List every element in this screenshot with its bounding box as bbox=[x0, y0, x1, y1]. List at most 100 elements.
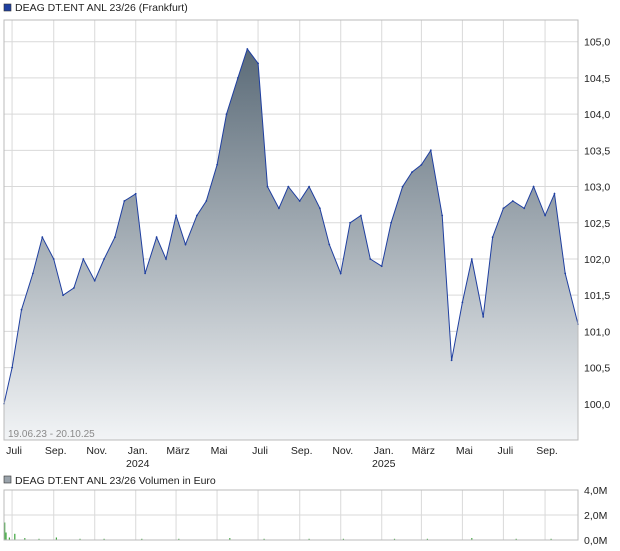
price-point bbox=[441, 214, 444, 217]
price-area-fill bbox=[4, 49, 578, 440]
price-point bbox=[298, 200, 301, 202]
price-point bbox=[461, 301, 464, 304]
main-plot-frame bbox=[3, 19, 579, 441]
price-point bbox=[93, 279, 96, 282]
x-tick-label: Juli bbox=[498, 445, 514, 457]
price-point bbox=[205, 200, 208, 202]
price-point bbox=[165, 258, 167, 260]
volume-bar bbox=[24, 538, 26, 540]
price-point bbox=[237, 77, 239, 79]
x-tick-label: Jan. bbox=[128, 445, 148, 457]
x-tick-year-label: 2025 bbox=[372, 458, 396, 470]
volume-legend-text: DEAG DT.ENT ANL 23/26 Volumen in Euro bbox=[15, 475, 216, 487]
price-point bbox=[491, 236, 494, 239]
price-point bbox=[369, 258, 372, 260]
volume-bar bbox=[14, 533, 16, 541]
volume-bar bbox=[229, 538, 231, 540]
volume-y-tick-label: 4,0M bbox=[584, 485, 607, 497]
price-point bbox=[278, 207, 280, 210]
volume-bar bbox=[426, 538, 428, 541]
volume-bar bbox=[393, 538, 396, 541]
price-point bbox=[123, 200, 126, 202]
volume-y-tick-label: 0,0M bbox=[584, 535, 607, 546]
main-y-axis: 100,0 100,5 101,0 101,5 102,0 102,5 103,0 103,5… bbox=[584, 37, 610, 411]
volume-plot-frame bbox=[3, 489, 579, 541]
price-point bbox=[390, 221, 392, 224]
price-point bbox=[553, 192, 556, 195]
volume-bar bbox=[263, 538, 265, 541]
price-point bbox=[32, 272, 34, 275]
price-point bbox=[420, 163, 423, 166]
x-tick-label: März bbox=[412, 445, 435, 457]
x-tick-year-label: 2024 bbox=[126, 458, 150, 470]
price-point bbox=[225, 113, 228, 115]
volume-bar bbox=[4, 522, 6, 540]
y-tick-label: 101,0 bbox=[584, 326, 610, 338]
x-tick-label: Juli bbox=[6, 445, 22, 457]
price-point bbox=[103, 258, 105, 260]
price-point bbox=[349, 221, 351, 224]
volume-grid bbox=[4, 489, 578, 541]
price-point bbox=[246, 48, 249, 50]
x-tick-label: Sep. bbox=[45, 445, 67, 457]
legend-square-main bbox=[3, 3, 12, 12]
price-point bbox=[184, 243, 187, 246]
x-tick-label: Juli bbox=[252, 445, 268, 457]
date-range-label: 19.06.23 - 20.10.25 bbox=[8, 429, 95, 440]
x-tick-label: Nov. bbox=[86, 445, 107, 457]
volume-bar bbox=[550, 538, 552, 541]
y-tick-label: 102,5 bbox=[584, 218, 610, 230]
volume-bar bbox=[5, 532, 7, 540]
legend-square-volume bbox=[3, 475, 12, 484]
volume-bar bbox=[515, 538, 517, 541]
price-point bbox=[319, 207, 321, 210]
volume-bar bbox=[38, 538, 40, 541]
price-point bbox=[544, 214, 546, 217]
price-point bbox=[216, 163, 219, 166]
x-tick-label: Nov. bbox=[332, 445, 353, 457]
price-point bbox=[11, 366, 14, 369]
volume-bar bbox=[342, 538, 344, 541]
price-point bbox=[257, 62, 259, 65]
price-point bbox=[114, 236, 116, 239]
price-point bbox=[523, 207, 526, 210]
price-point bbox=[380, 265, 383, 268]
volume-bar bbox=[79, 538, 81, 541]
price-point bbox=[511, 200, 514, 202]
volume-bar bbox=[103, 538, 105, 541]
price-point bbox=[411, 171, 413, 174]
price-point bbox=[82, 258, 85, 260]
y-tick-label: 103,5 bbox=[584, 145, 610, 157]
y-tick-label: 104,5 bbox=[584, 73, 610, 85]
volume-bars bbox=[4, 522, 552, 541]
x-tick-label: März bbox=[166, 445, 189, 457]
volume-bar bbox=[471, 538, 473, 540]
price-point bbox=[144, 272, 147, 275]
price-point bbox=[266, 185, 269, 188]
y-tick-label: 101,5 bbox=[584, 290, 610, 302]
price-point bbox=[482, 316, 485, 318]
price-point bbox=[502, 207, 505, 210]
y-tick-label: 100,0 bbox=[584, 399, 610, 411]
price-point bbox=[450, 359, 453, 362]
volume-bar bbox=[141, 538, 143, 541]
price-point bbox=[196, 214, 198, 217]
main-legend-text: DEAG DT.ENT ANL 23/26 (Frankfurt) bbox=[15, 2, 188, 14]
price-point bbox=[360, 214, 362, 217]
price-point bbox=[73, 287, 75, 289]
y-tick-label: 103,0 bbox=[584, 182, 610, 194]
price-point bbox=[175, 214, 178, 217]
price-area bbox=[3, 47, 579, 440]
volume-y-axis: 0,0M 2,0M 4,0M bbox=[584, 485, 607, 547]
price-point bbox=[429, 149, 432, 152]
y-tick-label: 102,0 bbox=[584, 254, 610, 266]
price-point bbox=[41, 236, 44, 239]
price-point bbox=[62, 294, 64, 297]
price-point bbox=[20, 308, 23, 311]
price-point bbox=[134, 192, 137, 195]
volume-bar bbox=[55, 537, 57, 540]
price-point bbox=[470, 258, 473, 260]
